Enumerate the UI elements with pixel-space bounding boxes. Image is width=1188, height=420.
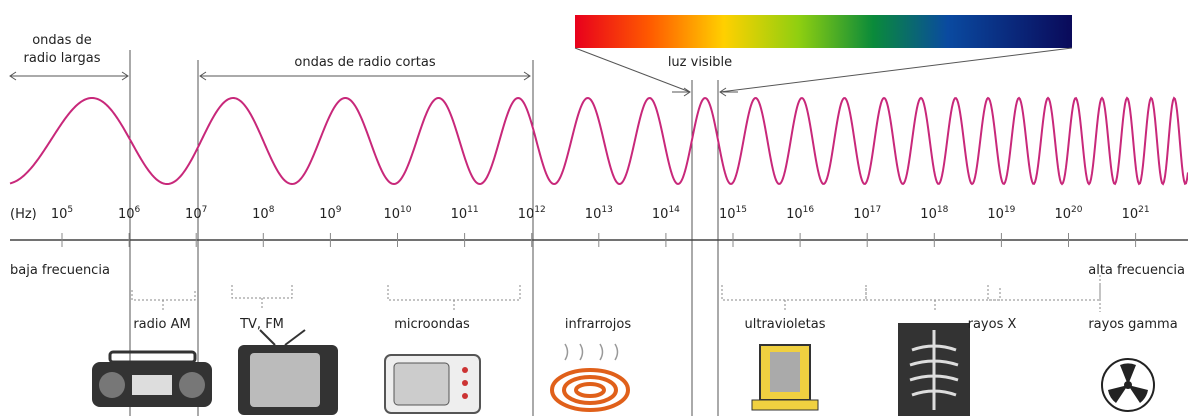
heater-icon <box>550 343 630 412</box>
frequency-base: 10 <box>51 207 68 222</box>
frequency-label: 1017 <box>853 205 881 222</box>
frequency-base: 10 <box>319 207 336 222</box>
frequency-base: 10 <box>786 207 803 222</box>
frequency-exponent: 11 <box>467 205 478 215</box>
short-waves-label: ondas de radio cortas <box>294 55 435 70</box>
visible-label: luz visible <box>668 55 732 70</box>
band-label: TV, FM <box>239 317 284 332</box>
frequency-exponent: 21 <box>1138 205 1149 215</box>
band-label: microondas <box>394 317 470 332</box>
frequency-exponent: 9 <box>336 205 342 215</box>
frequency-base: 10 <box>451 207 468 222</box>
frequency-label: 1020 <box>1055 205 1083 222</box>
long-waves-label: ondas de <box>32 33 92 48</box>
frequency-label: 1021 <box>1122 205 1150 222</box>
frequency-base: 10 <box>652 207 669 222</box>
frequency-exponent: 7 <box>202 205 208 215</box>
frequency-label: 1015 <box>719 205 747 222</box>
frequency-label: 105 <box>51 205 73 222</box>
wave <box>9 96 1188 186</box>
band-label: ultravioletas <box>745 317 826 332</box>
frequency-base: 10 <box>1055 207 1072 222</box>
low-frequency-label: baja frecuencia <box>10 263 110 278</box>
visible-spectrum <box>575 15 1072 48</box>
band-label: rayos gamma <box>1088 317 1177 332</box>
frequency-base: 10 <box>585 207 602 222</box>
frequency-exponent: 12 <box>534 205 545 215</box>
radiation-icon <box>1101 358 1155 412</box>
frequency-label: 109 <box>319 205 342 222</box>
visible-arrows <box>672 87 738 97</box>
frequency-exponent: 14 <box>668 205 680 215</box>
frequency-base: 10 <box>920 207 937 222</box>
frequency-exponent: 10 <box>400 205 412 215</box>
frequency-label: 1013 <box>585 205 613 222</box>
xray-icon <box>898 323 970 416</box>
frequency-base: 10 <box>518 207 535 222</box>
frequency-exponent: 15 <box>736 205 747 215</box>
frequency-base: 10 <box>719 207 736 222</box>
frequency-label: 1016 <box>786 205 814 222</box>
frequency-label: 1014 <box>652 205 680 222</box>
uv-lamp-icon <box>751 344 819 411</box>
unit-label: (Hz) <box>10 207 37 222</box>
frequency-label: 106 <box>118 205 141 222</box>
zoom-line <box>719 47 1073 93</box>
frequency-exponent: 18 <box>937 205 949 215</box>
frequency-label: 1011 <box>451 205 479 222</box>
radio-icon <box>92 350 212 407</box>
microwave-icon <box>384 354 481 414</box>
frequency-base: 10 <box>252 207 269 222</box>
band-label: rayos X <box>968 317 1017 332</box>
frequency-exponent: 13 <box>601 205 612 215</box>
tv-icon <box>238 329 338 415</box>
frequency-base: 10 <box>1122 207 1139 222</box>
frequency-base: 10 <box>987 207 1004 222</box>
frequency-base: 10 <box>384 207 401 222</box>
long-waves-label: radio largas <box>24 51 101 66</box>
frequency-label: 1018 <box>920 205 948 222</box>
frequency-exponent: 8 <box>269 205 275 215</box>
frequency-exponent: 19 <box>1004 205 1016 215</box>
frequency-label: 107 <box>185 205 207 222</box>
short-waves-arrow <box>199 71 531 81</box>
frequency-exponent: 5 <box>67 205 73 215</box>
frequency-base: 10 <box>853 207 870 222</box>
brackets <box>131 275 1101 312</box>
long-waves-arrow <box>9 71 129 81</box>
zoom-line <box>574 47 691 93</box>
frequency-label: 1019 <box>987 205 1015 222</box>
frequency-exponent: 20 <box>1071 205 1083 215</box>
frequency-label: 1010 <box>384 205 412 222</box>
frequency-exponent: 17 <box>870 205 881 215</box>
band-label: infrarrojos <box>565 317 631 332</box>
frequency-exponent: 16 <box>803 205 815 215</box>
frequency-label: 1012 <box>518 205 546 222</box>
frequency-base: 10 <box>118 207 135 222</box>
frequency-label: 108 <box>252 205 275 222</box>
frequency-base: 10 <box>185 207 202 222</box>
frequency-exponent: 6 <box>135 205 141 215</box>
band-label: radio AM <box>133 317 190 332</box>
high-frequency-label: alta frecuencia <box>1088 263 1185 278</box>
